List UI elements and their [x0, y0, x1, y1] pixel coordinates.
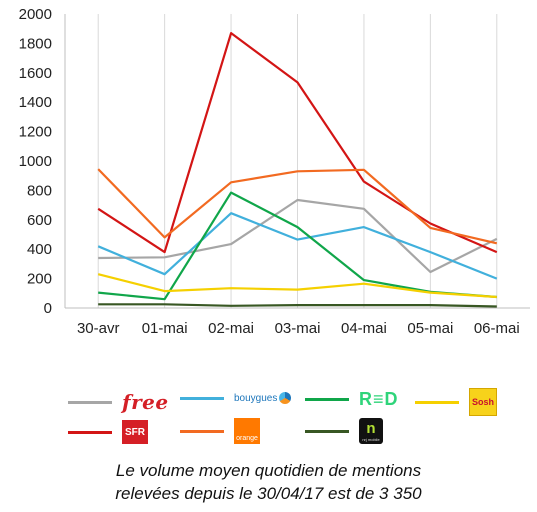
chart-gridlines — [97, 14, 498, 308]
legend-swatch-free — [68, 400, 112, 404]
y-tick-label: 800 — [27, 182, 52, 199]
y-tick-label: 1400 — [19, 94, 52, 111]
legend-item-free: free — [68, 390, 169, 414]
x-tick-label: 30-avr — [77, 320, 120, 337]
bouygues-logo: bouygues — [234, 392, 292, 404]
bouygues-logo-text: bouygues — [234, 392, 278, 404]
y-tick-label: 200 — [27, 271, 52, 288]
y-tick-label: 2000 — [19, 6, 52, 23]
legend-item-red: R≡D — [305, 389, 399, 410]
legend-swatch-orange — [180, 429, 224, 433]
legend: free bouygues R≡D Sosh SFR orange n nrj … — [0, 380, 537, 450]
caption-line-1: Le volume moyen quotidien de mentions — [115, 461, 422, 480]
x-axis-ticks: 30-avr 01-mai 02-mai 03-mai 04-mai 05-mai 06-m… — [77, 320, 520, 337]
legend-item-nrj: n nrj mobile — [305, 418, 383, 444]
nrj-logo: n nrj mobile — [359, 418, 383, 444]
legend-item-sosh: Sosh — [415, 388, 497, 416]
series-line-sosh — [97, 273, 497, 299]
series-line-bouygues — [97, 212, 498, 280]
series-line-nrj — [98, 303, 497, 308]
y-tick-label: 600 — [27, 212, 52, 229]
line-chart: 0 200 400 600 800 1000 1200 1400 1600 1800 2000 30… — [19, 6, 530, 337]
series-line-free — [98, 198, 498, 274]
legend-item-orange: orange — [180, 418, 260, 444]
free-logo: free — [122, 390, 169, 414]
legend-swatch-sosh — [415, 400, 459, 404]
x-tick-label: 02-mai — [208, 320, 254, 337]
legend-item-sfr: SFR — [68, 420, 148, 444]
legend-item-bouygues: bouygues — [180, 392, 292, 404]
y-tick-label: 0 — [44, 300, 52, 317]
x-tick-label: 01-mai — [142, 320, 188, 337]
red-logo: R≡D — [359, 389, 399, 409]
y-tick-label: 1600 — [19, 65, 52, 82]
legend-swatch-red — [305, 398, 349, 401]
caption-line-2: relevées depuis le 30/04/17 est de 3 350 — [115, 484, 422, 503]
series-line-sfr — [97, 31, 498, 254]
chart-axes — [64, 14, 530, 309]
orange-logo: orange — [234, 418, 260, 444]
chart-series-lines — [97, 31, 498, 308]
y-tick-label: 1200 — [19, 124, 52, 141]
legend-swatch-nrj — [305, 429, 349, 433]
sfr-logo: SFR — [122, 420, 148, 444]
y-tick-label: 1800 — [19, 35, 52, 52]
legend-swatch-bouygues — [180, 396, 224, 400]
bouygues-logo-icon — [279, 392, 292, 404]
x-tick-label: 06-mai — [474, 320, 520, 337]
sosh-logo: Sosh — [469, 388, 497, 416]
nrj-logo-sub: nrj mobile — [362, 437, 380, 442]
y-tick-label: 1000 — [19, 153, 52, 170]
nrj-logo-letter: n — [366, 420, 376, 437]
y-tick-label: 400 — [27, 241, 52, 258]
x-tick-label: 04-mai — [341, 320, 387, 337]
x-tick-label: 05-mai — [407, 320, 453, 337]
legend-swatch-sfr — [68, 430, 112, 434]
x-tick-label: 03-mai — [275, 320, 321, 337]
y-axis-ticks: 0 200 400 600 800 1000 1200 1400 1600 1800 2000 — [19, 6, 52, 317]
series-line-orange — [97, 168, 498, 245]
